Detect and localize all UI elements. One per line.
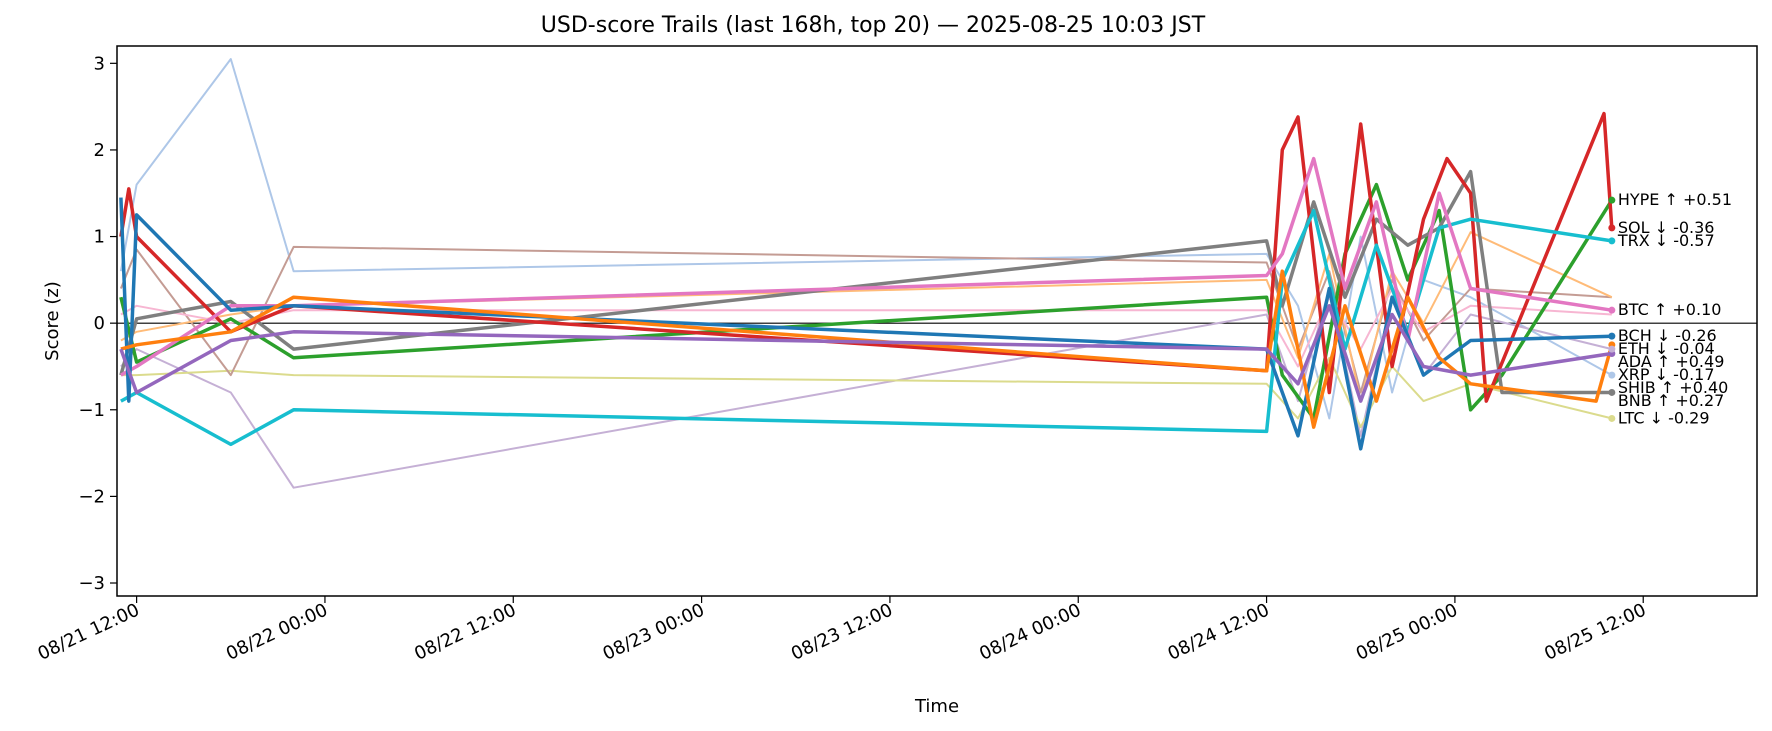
series-line-btc — [120, 156, 1613, 377]
end-marker-trx — [1608, 237, 1616, 245]
end-label-btc: BTC ↑ +0.10 — [1618, 300, 1722, 319]
end-marker-sol — [1608, 224, 1616, 232]
end-marker-shib — [1608, 371, 1616, 379]
end-label-ada: ADA ↑ +0.49 — [1618, 352, 1725, 371]
end-label-trx: TRX ↓ -0.57 — [1617, 231, 1715, 250]
series-end-markers — [1608, 196, 1616, 422]
x-tick-label: 08/25 00:00 — [1353, 599, 1461, 664]
y-axis-ticks: 3 2 1 0 −1 −2 −3 — [78, 53, 117, 594]
y-tick-label: 1 — [94, 227, 105, 248]
series-line-trx — [120, 208, 1613, 447]
y-tick-label: −3 — [78, 573, 105, 594]
series-line-unlabeled — [119, 245, 1612, 394]
end-label-xrp: XRP ↓ -0.17 — [1618, 365, 1715, 384]
end-label-ltc: LTC ↓ -0.29 — [1618, 408, 1710, 427]
y-axis-label: Score (z) — [42, 281, 63, 361]
end-label-eth: ETH ↓ -0.04 — [1618, 339, 1715, 358]
end-label-sol: SOL ↓ -0.36 — [1618, 218, 1715, 237]
x-tick-label: 08/24 12:00 — [1165, 599, 1273, 664]
series-lines — [119, 58, 1614, 489]
end-marker-bnb — [1608, 388, 1616, 396]
x-tick-label: 08/23 12:00 — [788, 599, 896, 664]
x-axis-ticks: 08/21 12:00 08/22 00:00 08/22 12:00 08/23 0… — [35, 596, 1649, 665]
x-tick-label: 08/24 00:00 — [976, 599, 1084, 664]
end-label-shib: SHIB ↑ +0.40 — [1618, 378, 1729, 397]
end-label-hype: HYPE ↑ +0.51 — [1618, 190, 1732, 209]
chart-title: USD-score Trails (last 168h, top 20) — 2… — [541, 13, 1206, 38]
end-label-bch: BCH ↓ -0.26 — [1618, 326, 1717, 345]
series-line-xrp — [119, 304, 1613, 403]
y-tick-label: 2 — [94, 140, 105, 161]
series-line-bch — [119, 197, 1612, 451]
plot-frame — [116, 45, 1758, 597]
end-marker-ada — [1608, 345, 1616, 353]
series-line-ltc — [120, 356, 1613, 429]
series-line-sol — [119, 111, 1614, 403]
end-marker-btc — [1608, 306, 1616, 314]
end-marker-bch — [1608, 332, 1616, 340]
series-line-eth — [120, 269, 1614, 429]
x-tick-label: 08/23 00:00 — [600, 599, 708, 664]
y-tick-label: 3 — [94, 53, 105, 74]
y-tick-label: −2 — [78, 486, 105, 507]
x-tick-label: 08/25 12:00 — [1541, 599, 1649, 664]
x-axis-label: Time — [914, 696, 959, 717]
x-tick-label: 08/22 00:00 — [223, 599, 331, 664]
x-tick-label: 08/21 12:00 — [35, 599, 143, 664]
y-tick-label: −1 — [78, 400, 105, 421]
end-marker-hype — [1608, 196, 1616, 204]
y-tick-label: 0 — [94, 313, 105, 334]
end-marker-ltc — [1608, 414, 1616, 422]
x-tick-label: 08/22 12:00 — [411, 599, 519, 664]
end-label-bnb: BNB ↑ +0.27 — [1618, 391, 1725, 410]
series-line-unlabeled — [120, 287, 1612, 368]
